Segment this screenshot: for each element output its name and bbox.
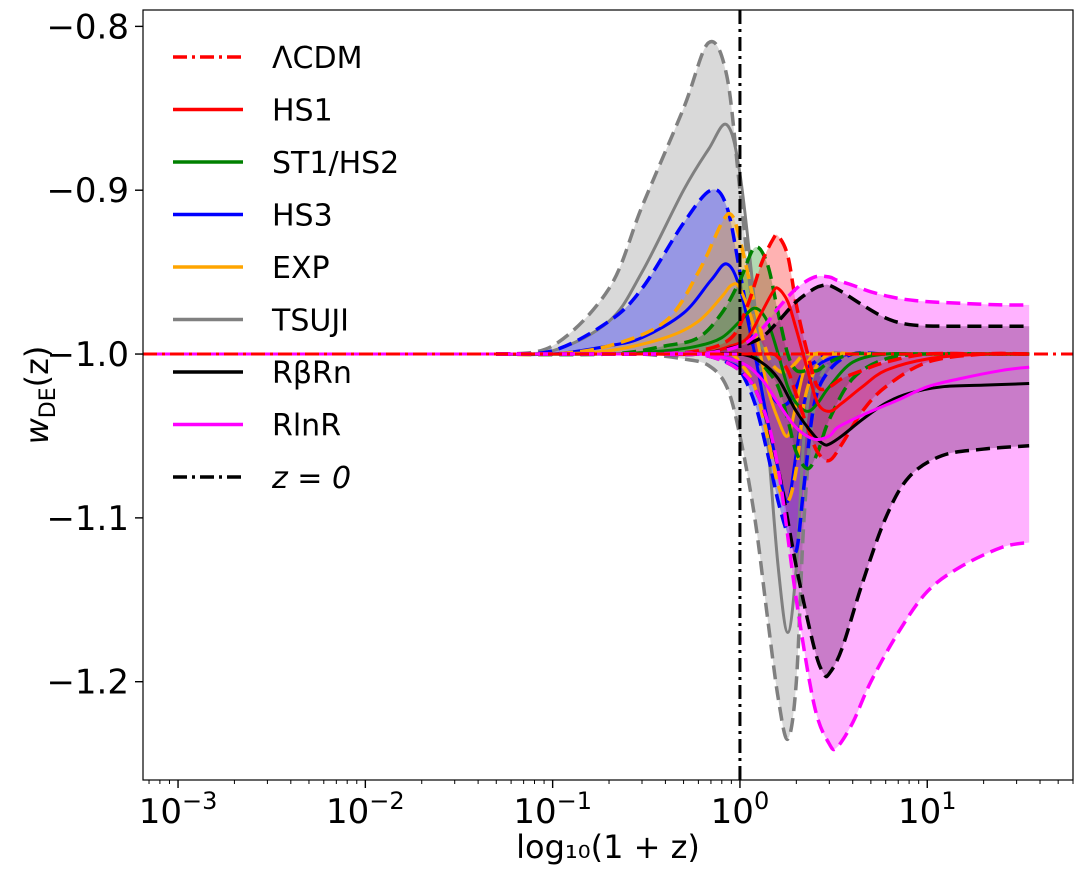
reference-lines bbox=[143, 10, 1073, 780]
band-rlnr bbox=[496, 276, 1030, 750]
y-axis-label: wDE(z) bbox=[18, 346, 61, 445]
band-exp bbox=[496, 213, 1030, 503]
x-tick-label: 10−2 bbox=[326, 787, 405, 832]
x-axis-label: log₁₀(1 + z) bbox=[516, 828, 700, 866]
y-axis-label-sub: DE bbox=[36, 387, 61, 418]
x-tick-label: 100 bbox=[711, 787, 770, 832]
lower-bound-hs1 bbox=[496, 351, 1030, 463]
y-tick-label: −1.1 bbox=[46, 499, 129, 539]
legend-label-r-rn: RβRn bbox=[272, 356, 352, 391]
legend-label-hs1: HS1 bbox=[272, 94, 333, 129]
band-r-rn bbox=[496, 284, 1030, 677]
y-axis-label-arg: (z) bbox=[18, 346, 56, 388]
legend-label-cdm: ΛCDM bbox=[272, 41, 362, 76]
x-tick-label: 10−3 bbox=[139, 787, 218, 832]
band-st1-hs2 bbox=[496, 247, 1030, 469]
legend-label-tsuji: TSUJI bbox=[271, 304, 349, 339]
legend-label-z-0: z = 0 bbox=[271, 461, 351, 496]
central-line-hs1 bbox=[496, 286, 1030, 413]
axes: 10−3 10−2 10−1 100 101 −0.8 −0.9 −1.0 −1.1 −1.2 bbox=[46, 7, 1074, 832]
y-axis-label-main: w bbox=[18, 417, 56, 444]
legend-label-rlnr: RlnR bbox=[272, 409, 341, 444]
x-tick-label: 10−1 bbox=[513, 787, 592, 832]
plot-frame bbox=[142, 9, 1074, 781]
y-tick-label: −1.0 bbox=[46, 335, 129, 375]
legend-label-hs3: HS3 bbox=[272, 199, 333, 234]
legend-label-exp: EXP bbox=[272, 251, 330, 286]
y-tick-label: −0.9 bbox=[46, 171, 129, 211]
legend: ΛCDM HS1 ST1/HS2 HS3 EXP TSUJI RβRn RlnR z = 0 bbox=[173, 41, 399, 496]
upper-bound-st1-hs2 bbox=[496, 245, 1030, 374]
y-tick-label: −0.8 bbox=[46, 7, 129, 47]
x-tick-label: 101 bbox=[898, 787, 957, 832]
lower-bound-rlnr bbox=[496, 351, 1030, 752]
y-tick-label: −1.2 bbox=[46, 663, 129, 703]
legend-label-st1-hs2: ST1/HS2 bbox=[272, 146, 399, 181]
